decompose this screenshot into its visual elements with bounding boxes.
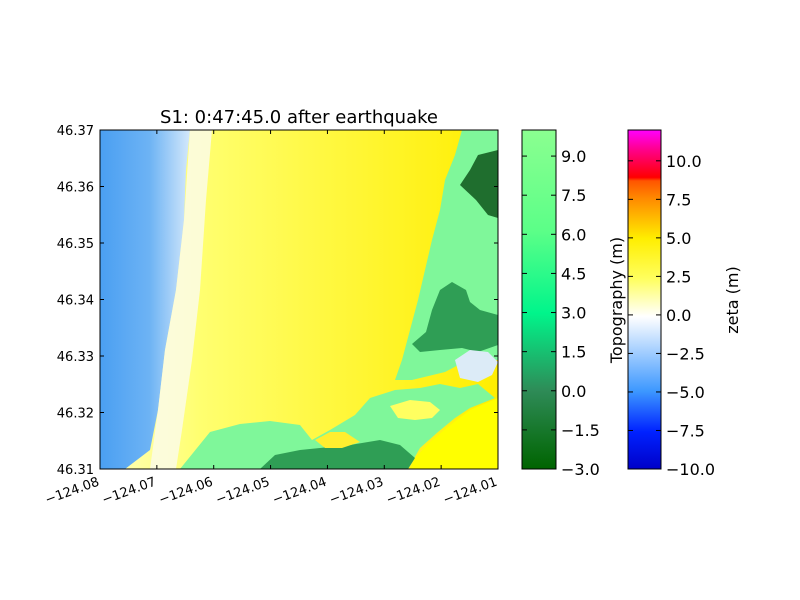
x-tick-label: −124.03 [328,475,386,508]
colorbar-tick-label: 6.0 [561,225,586,244]
colorbar-tick-label: −5.0 [666,383,705,402]
colorbar-tick-label: 9.0 [561,147,586,166]
y-tick-label: 46.32 [57,407,94,422]
colorbar-tick-label: 5.0 [666,229,691,248]
x-tick-label: −124.07 [100,475,158,508]
topography-colorbar-gradient [521,129,557,470]
zeta-colorbar-gradient [627,129,662,470]
x-tick-label: −124.06 [157,475,215,508]
zeta-colorbar-ticks: −10.0 −7.5 −5.0 −2.5 0.0 2.5 5.0 7.5 10.0 [628,152,715,479]
colorbar-tick-label: 1.5 [561,343,586,362]
land-east-ridge [412,282,498,352]
colorbar-tick-label: 7.5 [561,186,586,205]
colorbar-tick-label: 4.5 [561,264,586,283]
map-plot [100,130,498,469]
x-tick-label: −124.08 [43,475,101,508]
colorbar-tick-label: −7.5 [666,421,705,440]
y-axis: 46.31 46.32 46.33 46.34 46.35 46.36 46.37 [57,124,498,478]
bay-flood-2 [390,400,440,420]
zeta-colorbar-label: zeta (m) [723,266,742,333]
southeast-flood [410,398,498,469]
y-tick-label: 46.33 [57,350,94,365]
x-tick-label: −124.02 [384,475,442,508]
colorbar-tick-label: −2.5 [666,344,705,363]
colorbar-tick-label: −1.5 [561,421,600,440]
land-south-dark [260,440,415,469]
y-tick-label: 46.37 [57,124,94,139]
colorbar-tick-label: −3.0 [561,460,600,479]
y-tick-label: 46.36 [57,181,94,196]
topography-colorbar-ticks: −3.0 −1.5 0.0 1.5 3.0 4.5 6.0 7.5 9.0 [522,147,600,479]
ocean-region [100,130,190,469]
colorbar-tick-label: 10.0 [666,152,702,171]
bay-flood [315,432,360,448]
x-tick-label: −124.04 [271,475,329,508]
y-tick-label: 46.34 [57,294,94,309]
colorbar-tick-label: 2.5 [666,267,691,286]
colorbar-tick-label: 0.0 [561,382,586,401]
y-tick-label: 46.31 [57,463,94,478]
chart-title: S1: 0:47:45.0 after earthquake [160,107,438,128]
x-tick-label: −124.05 [214,475,272,508]
x-tick-label: −124.01 [441,475,499,508]
topography-colorbar: −3.0 −1.5 0.0 1.5 3.0 4.5 6.0 7.5 9.0 Topography… [521,129,626,479]
lagoon [455,350,498,382]
colorbar-tick-label: 7.5 [666,190,691,209]
beach-strip [150,130,212,469]
colorbar-tick-label: −10.0 [666,460,715,479]
colorbar-tick-label: 3.0 [561,304,586,323]
zeta-colorbar: −10.0 −7.5 −5.0 −2.5 0.0 2.5 5.0 7.5 10.0 zeta (… [627,129,742,479]
land-east-dark [460,150,498,218]
topography-colorbar-label: Topography (m) [607,237,626,364]
y-tick-label: 46.35 [57,237,94,252]
colorbar-tick-label: 0.0 [666,306,691,325]
